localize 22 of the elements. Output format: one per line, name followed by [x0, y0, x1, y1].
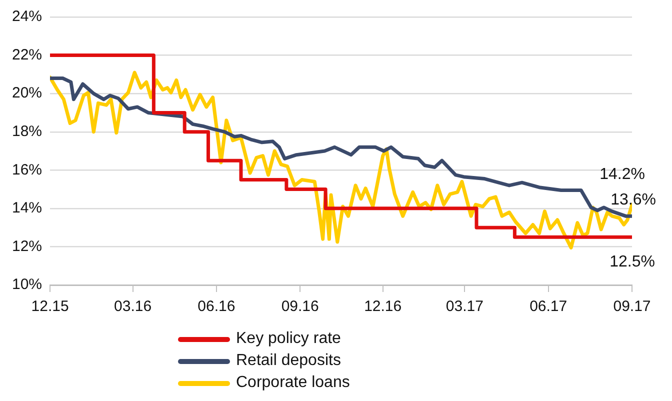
- annotation: 14.2%: [600, 166, 645, 184]
- legend-label: Key policy rate: [236, 330, 341, 348]
- y-tick-label: 22%: [12, 46, 42, 64]
- y-tick-label: 10%: [12, 276, 42, 294]
- x-tick-label: 06.17: [530, 298, 568, 316]
- x-tick-label: 12.15: [31, 298, 69, 316]
- x-tick-label: 09.16: [281, 298, 319, 316]
- y-tick-label: 14%: [12, 200, 42, 217]
- x-tick-label: 03.17: [446, 298, 484, 316]
- x-tick-label: 06.16: [198, 298, 236, 316]
- y-tick-label: 12%: [12, 238, 42, 255]
- y-tick-label: 24%: [12, 8, 42, 26]
- y-tick-label: 16%: [12, 161, 42, 178]
- legend-label: Corporate loans: [236, 374, 350, 392]
- y-tick-label: 18%: [12, 123, 42, 140]
- legend-label: Retail deposits: [236, 352, 341, 370]
- y-tick-label: 20%: [12, 84, 42, 102]
- x-tick-label: 09.17: [613, 298, 651, 316]
- x-tick-label: 12.16: [364, 298, 402, 316]
- x-tick-label: 03.16: [114, 298, 152, 316]
- annotation: 12.5%: [610, 254, 655, 271]
- annotation: 13.6%: [610, 191, 656, 208]
